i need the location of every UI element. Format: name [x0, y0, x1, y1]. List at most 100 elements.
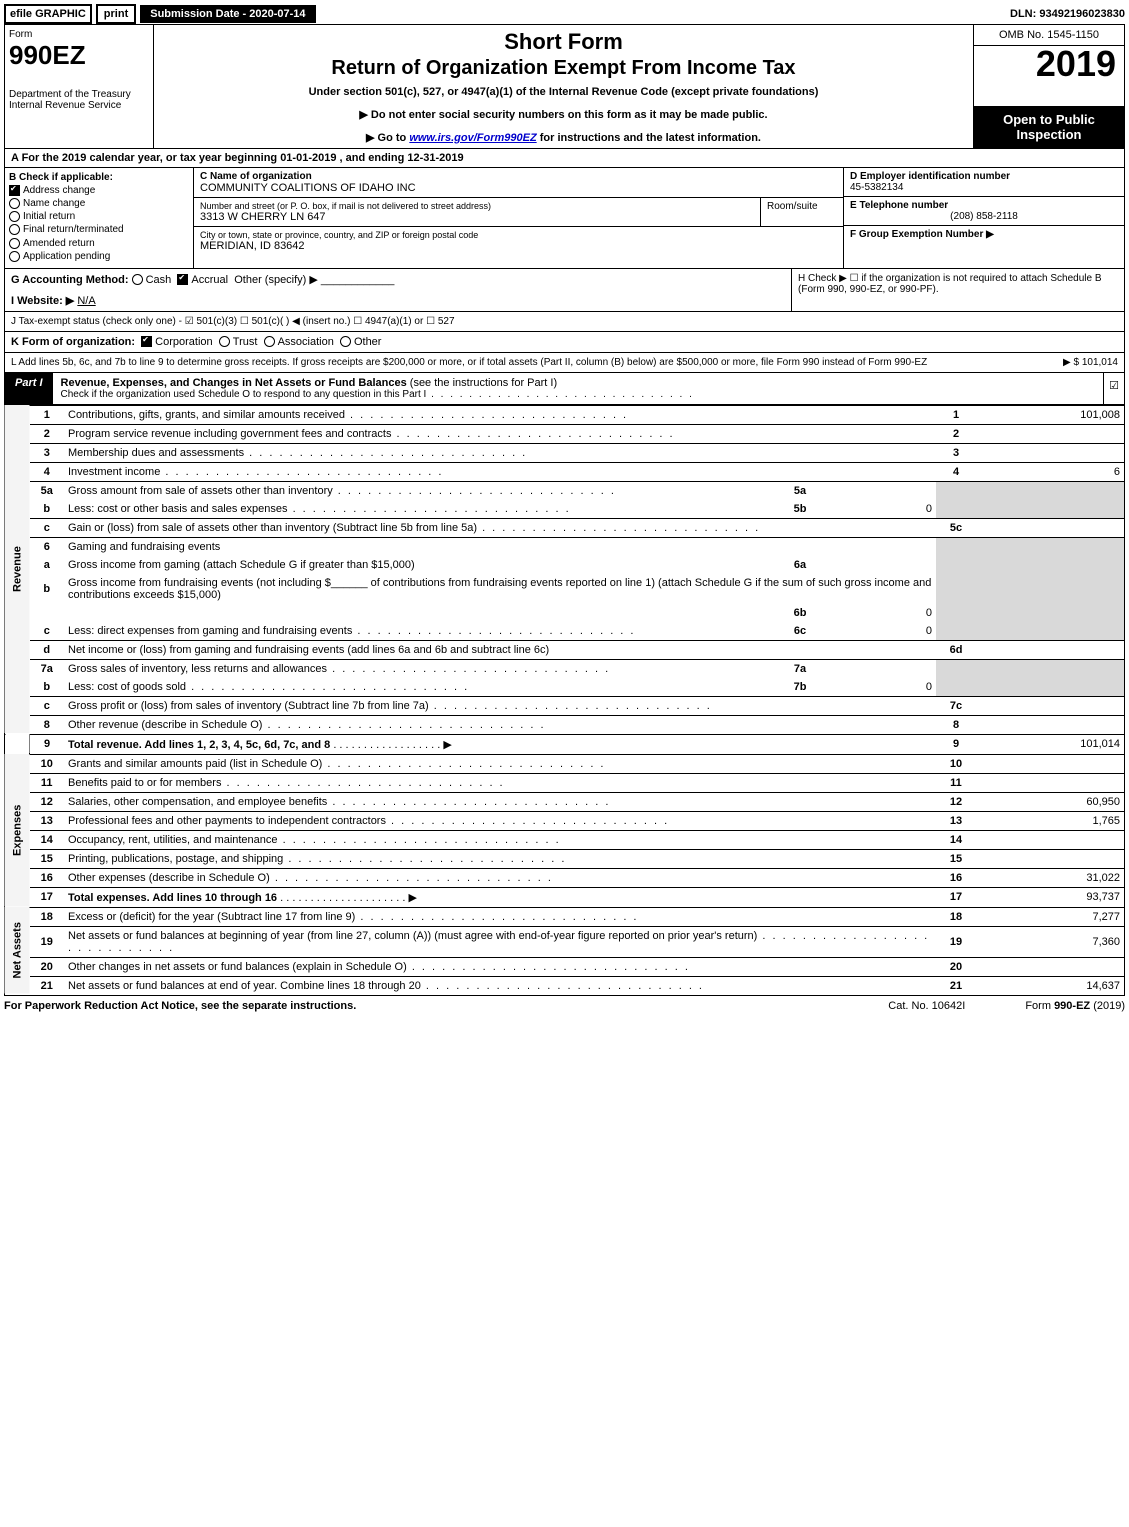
inst-post: for instructions and the latest informat…: [537, 132, 761, 144]
chk-initial[interactable]: Initial return: [9, 211, 189, 222]
part1-check[interactable]: ☑: [1103, 373, 1124, 404]
ln-7c-val: [976, 696, 1124, 715]
dept-label: Department of the Treasury: [9, 89, 149, 100]
ln-3-desc: Membership dues and assessments: [64, 443, 936, 462]
irs-label: Internal Revenue Service: [9, 100, 149, 111]
org-name: COMMUNITY COALITIONS OF IDAHO INC: [200, 182, 837, 194]
ln-20-desc: Other changes in net assets or fund bala…: [64, 957, 936, 976]
ln-17-desc: Total expenses. Add lines 10 through 16 …: [64, 887, 936, 907]
part1-title: Revenue, Expenses, and Changes in Net As…: [61, 377, 407, 389]
row-l-gross: L Add lines 5b, 6c, and 7b to line 9 to …: [5, 353, 1124, 373]
form-subtitle: Under section 501(c), 527, or 4947(a)(1)…: [160, 86, 967, 98]
ln-16-val: 31,022: [976, 868, 1124, 887]
ln-6d-desc: Net income or (loss) from gaming and fun…: [64, 640, 936, 659]
form-title-2: Return of Organization Exempt From Incom…: [160, 57, 967, 80]
chk-pending[interactable]: Application pending: [9, 251, 189, 262]
b-label: B Check if applicable:: [9, 172, 189, 183]
col-b: B Check if applicable: Address change Na…: [5, 168, 194, 268]
city: MERIDIAN, ID 83642: [200, 240, 837, 252]
form-container: Form 990EZ Department of the Treasury In…: [4, 24, 1125, 996]
ln-9-desc: Total revenue. Add lines 1, 2, 3, 4, 5c,…: [64, 734, 936, 754]
chk-amended[interactable]: Amended return: [9, 238, 189, 249]
g-label: G Accounting Method:: [11, 274, 129, 286]
efile-label: efile GRAPHIC: [4, 4, 92, 24]
inst-pre: ▶ Go to: [366, 132, 409, 144]
ln-4-desc: Investment income: [64, 462, 936, 481]
ln-6c-sv: 0: [818, 622, 936, 641]
header-left: Form 990EZ Department of the Treasury In…: [5, 25, 154, 148]
c-label: C Name of organization: [200, 171, 837, 182]
rad-cash[interactable]: [132, 274, 143, 285]
ln-8-val: [976, 715, 1124, 734]
submission-date: Submission Date - 2020-07-14: [140, 5, 315, 23]
form-label: Form: [9, 29, 149, 40]
ln-1: 1: [30, 405, 65, 424]
chk-final[interactable]: Final return/terminated: [9, 224, 189, 235]
row-j-tax-status: J Tax-exempt status (check only one) - ☑…: [5, 312, 1124, 332]
ln-16-desc: Other expenses (describe in Schedule O): [64, 868, 936, 887]
ln-11-val: [976, 773, 1124, 792]
ln-5b-desc: Less: cost or other basis and sales expe…: [64, 500, 782, 519]
ln-5c-val: [976, 518, 1124, 537]
ln-5a-sv: [818, 481, 936, 500]
ln-7a-desc: Gross sales of inventory, less returns a…: [64, 659, 782, 678]
ln-17-val: 93,737: [976, 887, 1124, 907]
chk-corp[interactable]: [141, 336, 152, 347]
phone-box: E Telephone number (208) 858-2118: [844, 197, 1124, 226]
ln-15-desc: Printing, publications, postage, and shi…: [64, 849, 936, 868]
irs-link[interactable]: www.irs.gov/Form990EZ: [409, 132, 536, 144]
header-center: Short Form Return of Organization Exempt…: [154, 25, 973, 148]
phone-value: (208) 858-2118: [850, 211, 1118, 222]
row-a-period: A For the 2019 calendar year, or tax yea…: [5, 149, 1124, 168]
chk-address[interactable]: Address change: [9, 185, 189, 196]
inspection-box: Open to Public Inspection: [974, 106, 1124, 148]
ln-10-val: [976, 754, 1124, 773]
chk-accrual[interactable]: [177, 274, 188, 285]
ln-13-val: 1,765: [976, 811, 1124, 830]
city-label: City or town, state or province, country…: [200, 230, 837, 240]
page-footer: For Paperwork Reduction Act Notice, see …: [4, 996, 1125, 1012]
info-grid: B Check if applicable: Address change Na…: [5, 168, 1124, 269]
ln-2-val: [976, 424, 1124, 443]
ln-4-val: 6: [976, 462, 1124, 481]
k-label: K Form of organization:: [11, 336, 135, 348]
row-g-h: G Accounting Method: Cash Accrual Other …: [5, 269, 1124, 312]
ln-6a-sv: [818, 556, 936, 574]
street-box: Number and street (or P. O. box, if mail…: [194, 198, 761, 226]
e-label: E Telephone number: [850, 200, 1118, 211]
ln-13-desc: Professional fees and other payments to …: [64, 811, 936, 830]
l-text: L Add lines 5b, 6c, and 7b to line 9 to …: [11, 357, 1063, 368]
address-row: Number and street (or P. O. box, if mail…: [194, 198, 843, 227]
insp-line-1: Open to Public: [976, 112, 1122, 127]
instructions-line: ▶ Go to www.irs.gov/Form990EZ for instru…: [160, 131, 967, 144]
public-warning: ▶ Do not enter social security numbers o…: [160, 108, 967, 121]
chk-name[interactable]: Name change: [9, 198, 189, 209]
l-value: 101,014: [1082, 357, 1118, 368]
ein-box: D Employer identification number 45-5382…: [844, 168, 1124, 197]
f-label: F Group Exemption Number ▶: [850, 229, 994, 240]
ln-21-desc: Net assets or fund balances at end of ye…: [64, 976, 936, 995]
rad-assoc[interactable]: [264, 336, 275, 347]
ln-6d-val: [976, 640, 1124, 659]
side-label-revenue: Revenue: [5, 405, 30, 734]
part1-desc: Revenue, Expenses, and Changes in Net As…: [53, 373, 1103, 404]
dln-label: DLN: 93492196023830: [1010, 8, 1125, 20]
room-box: Room/suite: [761, 198, 843, 226]
ln-1-val: 101,008: [976, 405, 1124, 424]
tax-year: 2019: [974, 46, 1124, 82]
form-number: 990EZ: [9, 40, 149, 71]
website-value: N/A: [77, 295, 95, 307]
ein-value: 45-5382134: [850, 182, 1118, 193]
l-arrow: ▶ $: [1063, 357, 1079, 368]
ln-14-desc: Occupancy, rent, utilities, and maintena…: [64, 830, 936, 849]
print-button[interactable]: print: [96, 4, 136, 24]
ln-2-desc: Program service revenue including govern…: [64, 424, 936, 443]
rad-trust[interactable]: [219, 336, 230, 347]
rad-other[interactable]: [340, 336, 351, 347]
row-k-org-form: K Form of organization: Corporation Trus…: [5, 332, 1124, 353]
i-label: I Website: ▶: [11, 295, 74, 307]
ln-5a-desc: Gross amount from sale of assets other t…: [64, 481, 782, 500]
top-bar: efile GRAPHIC print Submission Date - 20…: [4, 4, 1125, 24]
ln-6b-sv: 0: [818, 604, 936, 622]
ln-14-val: [976, 830, 1124, 849]
